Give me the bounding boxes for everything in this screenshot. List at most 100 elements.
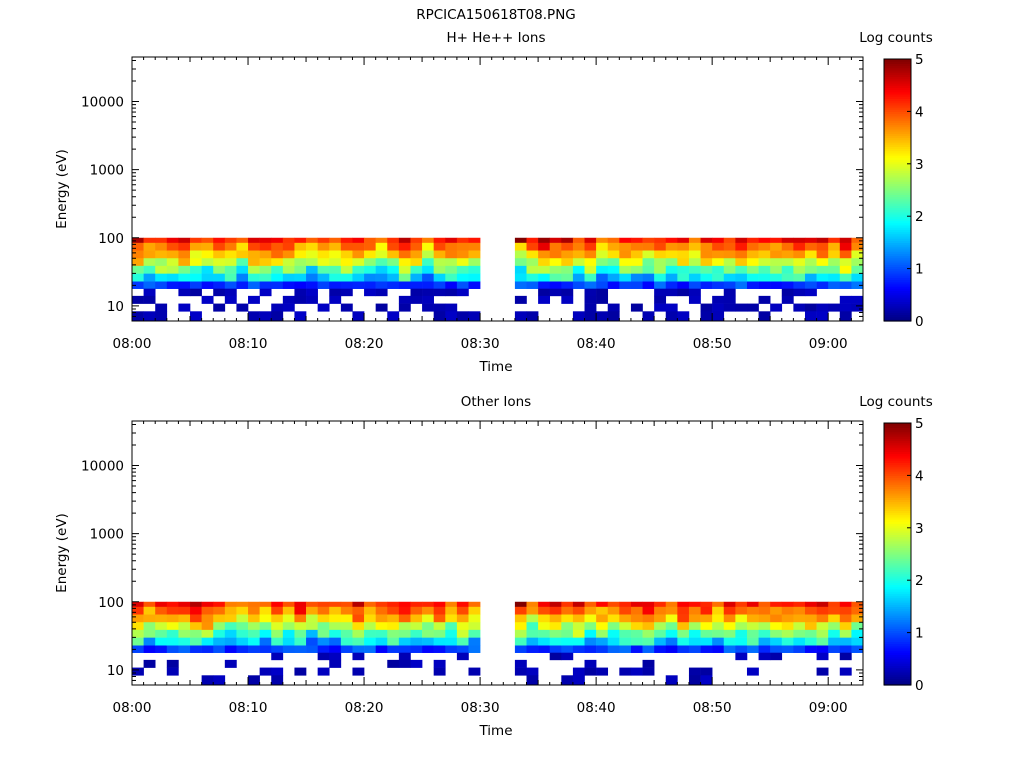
heatmap-cell (723, 273, 736, 282)
heatmap-cell (735, 629, 748, 638)
heatmap-cell (712, 273, 725, 282)
heatmap-cell (468, 237, 481, 244)
heatmap-cell (514, 242, 527, 251)
heatmap-cell (352, 614, 365, 623)
colorbar-segment (884, 290, 911, 294)
heatmap-cell (410, 288, 423, 297)
heatmap-cell (596, 645, 609, 653)
heatmap-cell (619, 258, 632, 267)
heatmap-cell (387, 622, 400, 631)
colorbar-tick-label: 1 (915, 262, 924, 278)
colorbar-segment (884, 431, 911, 435)
colorbar-tick-label: 4 (915, 468, 924, 484)
heatmap-cell (700, 281, 713, 289)
plot-frame (131, 420, 864, 686)
heatmap-cell (340, 242, 353, 251)
heatmap-cell (155, 601, 168, 608)
heatmap-cell (804, 273, 817, 282)
heatmap-cell (410, 258, 423, 267)
heatmap-cell (271, 242, 284, 251)
heatmap-cell (364, 614, 376, 623)
heatmap-cell (839, 311, 852, 322)
heatmap-cell (584, 659, 597, 668)
heatmap-cell (804, 250, 817, 259)
colorbar-segment (884, 307, 911, 311)
heatmap-cell (364, 258, 376, 267)
heatmap-cell (735, 652, 748, 661)
heatmap-cell (468, 273, 481, 282)
heatmap-cell (422, 622, 434, 631)
heatmap-cell (514, 295, 527, 304)
colorbar-segment (884, 240, 911, 243)
heatmap-cell (549, 237, 562, 244)
heatmap-cell (607, 258, 620, 267)
colorbar-segment (884, 135, 911, 139)
heatmap-cell (839, 606, 852, 615)
heatmap-cell (433, 606, 446, 615)
colorbar-segment (884, 615, 911, 618)
colorbar-segment (884, 294, 911, 298)
heatmap-cell (770, 265, 783, 274)
x-tick-label: 09:00 (809, 700, 848, 716)
heatmap-cell (329, 652, 342, 661)
colorbar-segment (884, 257, 911, 261)
heatmap-cell (700, 614, 713, 623)
colorbar-segment (884, 133, 911, 137)
colorbar-segment (884, 196, 911, 200)
heatmap-cell (294, 606, 307, 615)
heatmap-cell (248, 645, 260, 653)
heatmap-cell (572, 629, 585, 638)
colorbar-segment (884, 529, 911, 533)
heatmap-cell (271, 629, 284, 638)
heatmap-cell (317, 614, 330, 623)
heatmap-cell (688, 622, 701, 631)
heatmap-cell (143, 311, 156, 322)
heatmap-cell (572, 606, 585, 615)
heatmap-cell (410, 622, 423, 631)
heatmap-cell (735, 265, 748, 274)
heatmap-cell (770, 601, 783, 608)
heatmap-cell (387, 311, 400, 322)
colorbar-segment (884, 512, 911, 516)
x-tick-label: 09:00 (809, 336, 848, 352)
heatmap-cell (178, 622, 191, 631)
heatmap-cell (538, 614, 551, 623)
colorbar-segment (884, 168, 911, 171)
heatmap-cell (758, 265, 771, 274)
heatmap-cell (572, 258, 585, 267)
heatmap-cell (364, 645, 376, 653)
x-tick-label: 08:40 (577, 700, 616, 716)
heatmap-cell (526, 281, 539, 289)
colorbar-segment (884, 468, 911, 472)
heatmap-cell (572, 265, 585, 274)
heatmap-cell (688, 265, 701, 274)
heatmap-cell (445, 237, 458, 244)
heatmap-cell (746, 614, 759, 623)
heatmap-cell (526, 606, 539, 615)
colorbar-segment (884, 457, 911, 461)
heatmap-cell (607, 629, 620, 638)
heatmap-cell (340, 303, 353, 312)
heatmap-cell (329, 288, 342, 297)
heatmap-cell (746, 242, 759, 251)
colorbar-segment (884, 104, 911, 108)
heatmap-cell (526, 601, 539, 608)
colorbar-segment (884, 91, 911, 95)
heatmap-cell (561, 614, 574, 623)
heatmap-cell (317, 265, 330, 274)
heatmap-cell (340, 622, 353, 631)
heatmap-cell (224, 601, 237, 608)
heatmap-cell (781, 237, 794, 244)
colorbar-segment (884, 159, 911, 163)
heatmap-cell (851, 242, 864, 251)
heatmap-cell (828, 303, 841, 312)
heatmap-cell (329, 258, 342, 267)
heatmap-cell (549, 288, 562, 297)
heatmap-cell (735, 273, 748, 282)
heatmap-cell (665, 303, 678, 312)
heatmap-cell (561, 281, 574, 289)
heatmap-cell (793, 629, 806, 638)
colorbar-segment (884, 562, 911, 566)
heatmap-cell (364, 606, 376, 615)
heatmap-cell (654, 281, 667, 289)
